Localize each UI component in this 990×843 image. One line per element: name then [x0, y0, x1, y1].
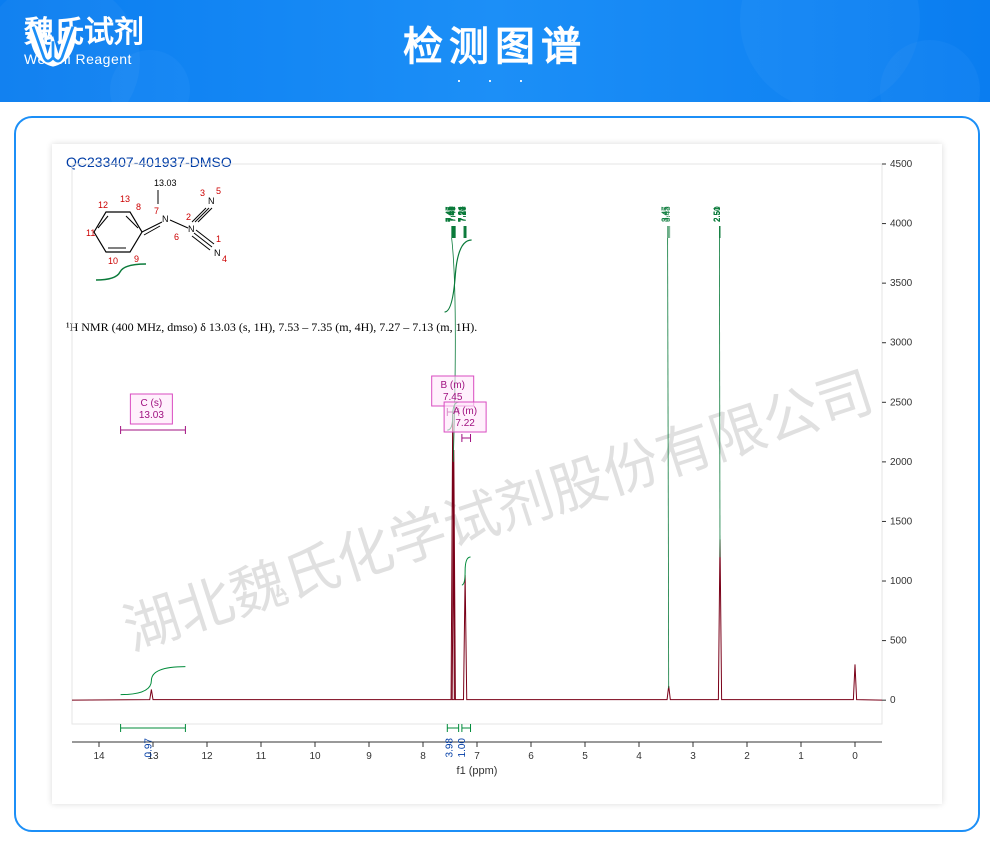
- svg-text:3500: 3500: [890, 278, 913, 289]
- svg-text:3.98: 3.98: [445, 738, 456, 758]
- svg-text:B (m): B (m): [440, 380, 464, 391]
- svg-text:1000: 1000: [890, 576, 913, 587]
- nmr-spectrum-chart: 0500100015002000250030003500400045001413…: [52, 144, 942, 804]
- svg-text:7.45: 7.45: [443, 392, 463, 403]
- svg-text:10: 10: [309, 751, 321, 762]
- svg-text:5: 5: [582, 751, 588, 762]
- svg-text:9: 9: [366, 751, 372, 762]
- svg-text:7.40: 7.40: [448, 206, 457, 222]
- svg-text:1: 1: [798, 751, 804, 762]
- svg-text:3.43: 3.43: [663, 206, 672, 222]
- svg-text:f1 (ppm): f1 (ppm): [457, 765, 498, 777]
- svg-text:4500: 4500: [890, 159, 913, 170]
- svg-text:4: 4: [636, 751, 642, 762]
- svg-text:500: 500: [890, 636, 907, 647]
- header-dots: · · ·: [0, 70, 990, 91]
- svg-text:14: 14: [93, 751, 105, 762]
- svg-text:11: 11: [256, 751, 267, 762]
- svg-text:13.03: 13.03: [139, 410, 164, 421]
- svg-text:0: 0: [852, 751, 858, 762]
- svg-text:2500: 2500: [890, 397, 913, 408]
- page-title: 检测图谱: [0, 14, 990, 72]
- svg-text:1500: 1500: [890, 516, 913, 527]
- svg-text:0.97: 0.97: [143, 738, 154, 758]
- svg-text:7: 7: [474, 751, 480, 762]
- svg-text:7.22: 7.22: [455, 418, 475, 429]
- content-frame: QC233407-401937-DMSO ¹H NMR (400 MHz, dm…: [14, 116, 980, 832]
- svg-text:8: 8: [420, 751, 426, 762]
- svg-text:C (s): C (s): [141, 398, 163, 409]
- svg-text:2: 2: [744, 751, 750, 762]
- svg-text:3000: 3000: [890, 338, 913, 349]
- svg-text:1.00: 1.00: [457, 738, 468, 758]
- svg-text:2.50: 2.50: [713, 206, 722, 222]
- svg-text:12: 12: [201, 751, 213, 762]
- plot-container: QC233407-401937-DMSO ¹H NMR (400 MHz, dm…: [52, 144, 942, 804]
- page-header: 魏氏试剂 WeiShi Reagent 检测图谱 · · ·: [0, 0, 990, 102]
- svg-text:2000: 2000: [890, 457, 913, 468]
- svg-text:7.20: 7.20: [459, 206, 468, 222]
- svg-text:3: 3: [690, 751, 696, 762]
- svg-text:4000: 4000: [890, 219, 913, 230]
- svg-text:0: 0: [890, 695, 896, 706]
- svg-text:A (m): A (m): [453, 406, 477, 417]
- svg-text:6: 6: [528, 751, 534, 762]
